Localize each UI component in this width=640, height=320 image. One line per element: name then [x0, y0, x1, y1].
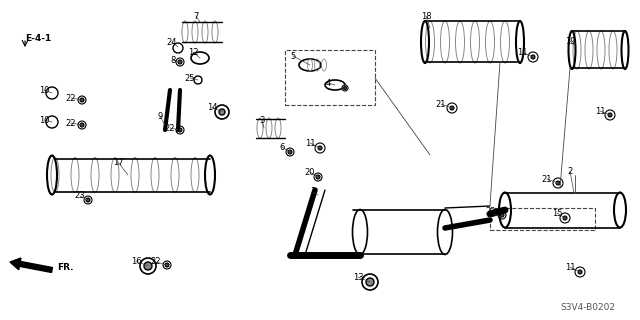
Text: 22: 22: [151, 258, 161, 267]
Circle shape: [498, 211, 506, 219]
Circle shape: [78, 96, 86, 104]
Text: 20: 20: [305, 167, 316, 177]
Text: 22: 22: [66, 118, 76, 127]
Text: 24: 24: [167, 37, 177, 46]
Text: 9: 9: [157, 111, 163, 121]
Circle shape: [178, 128, 182, 132]
Circle shape: [366, 278, 374, 286]
Text: 19: 19: [564, 36, 575, 45]
Circle shape: [144, 262, 152, 270]
Circle shape: [531, 55, 535, 59]
Circle shape: [344, 86, 346, 90]
Circle shape: [578, 270, 582, 274]
Circle shape: [178, 60, 182, 64]
Text: 4: 4: [325, 78, 331, 87]
Circle shape: [560, 213, 570, 223]
Circle shape: [447, 103, 457, 113]
Circle shape: [165, 263, 169, 267]
Text: 11: 11: [516, 47, 527, 57]
Text: 18: 18: [420, 12, 431, 20]
Text: 22: 22: [486, 207, 496, 217]
Circle shape: [605, 110, 615, 120]
Circle shape: [46, 116, 58, 128]
Text: 22: 22: [164, 124, 175, 132]
Text: 21: 21: [541, 174, 552, 183]
Circle shape: [608, 113, 612, 117]
Bar: [490, 208, 595, 230]
Circle shape: [86, 198, 90, 202]
Circle shape: [46, 87, 58, 99]
Circle shape: [78, 121, 86, 129]
Circle shape: [556, 181, 560, 185]
Circle shape: [362, 274, 378, 290]
Text: 14: 14: [207, 102, 217, 111]
Text: 21: 21: [436, 100, 446, 108]
Text: 22: 22: [66, 93, 76, 102]
Text: 10: 10: [39, 85, 49, 94]
Text: 2: 2: [568, 166, 573, 175]
Text: 3: 3: [259, 116, 265, 124]
Circle shape: [194, 76, 202, 84]
Circle shape: [176, 58, 184, 66]
Text: 5: 5: [291, 52, 296, 60]
Circle shape: [528, 52, 538, 62]
Circle shape: [173, 43, 183, 53]
Circle shape: [176, 126, 184, 134]
Text: 25: 25: [185, 74, 195, 83]
FancyArrow shape: [10, 258, 52, 272]
Circle shape: [553, 178, 563, 188]
Text: 16: 16: [131, 257, 141, 266]
Circle shape: [500, 213, 504, 217]
Text: 11: 11: [305, 139, 316, 148]
Circle shape: [80, 123, 84, 127]
Circle shape: [80, 98, 84, 102]
Circle shape: [140, 258, 156, 274]
Circle shape: [563, 216, 567, 220]
Text: 7: 7: [193, 12, 198, 20]
Circle shape: [316, 175, 320, 179]
Circle shape: [318, 146, 322, 150]
Circle shape: [84, 196, 92, 204]
Circle shape: [314, 173, 322, 181]
Circle shape: [315, 143, 325, 153]
Circle shape: [342, 85, 348, 91]
Circle shape: [286, 148, 294, 156]
Text: 15: 15: [552, 209, 563, 218]
Text: 17: 17: [113, 157, 124, 166]
Circle shape: [450, 106, 454, 110]
Circle shape: [219, 109, 225, 115]
Circle shape: [575, 267, 585, 277]
Text: 1: 1: [310, 188, 316, 196]
Text: 8: 8: [170, 55, 176, 65]
Text: 6: 6: [279, 142, 285, 151]
Text: E-4-1: E-4-1: [25, 34, 51, 43]
Circle shape: [215, 105, 229, 119]
Text: 12: 12: [188, 47, 198, 57]
Text: 10: 10: [39, 116, 49, 124]
Text: 13: 13: [353, 273, 364, 282]
Bar: [285, 50, 375, 105]
Circle shape: [288, 150, 292, 154]
Text: S3V4-B0202: S3V4-B0202: [560, 303, 615, 313]
Text: 23: 23: [75, 191, 85, 201]
Text: FR.: FR.: [57, 263, 74, 273]
Circle shape: [163, 261, 171, 269]
Text: 11: 11: [595, 107, 605, 116]
Text: 11: 11: [564, 262, 575, 271]
